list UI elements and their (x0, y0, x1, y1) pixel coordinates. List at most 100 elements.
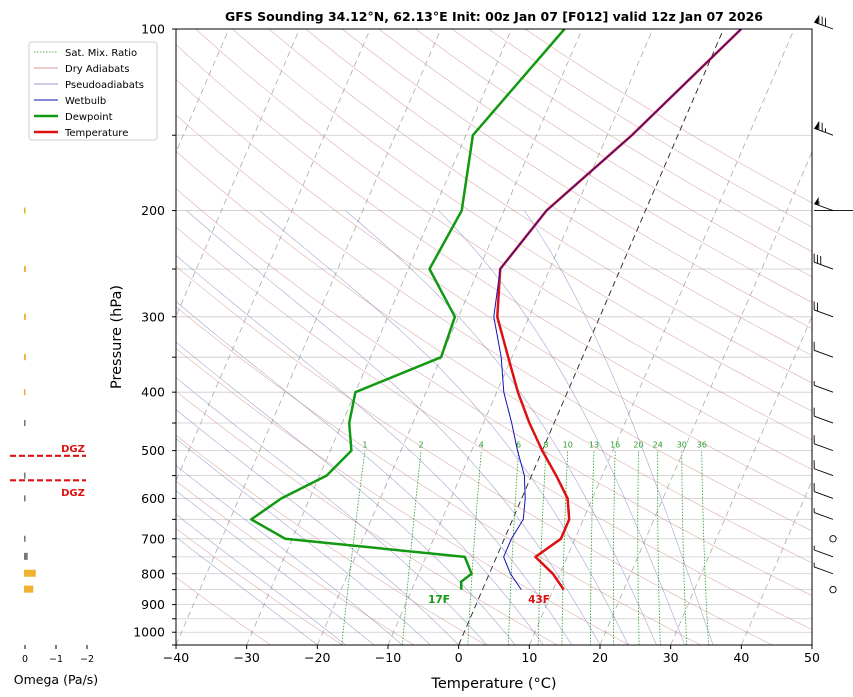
y-tick-label: 900 (141, 597, 165, 612)
wind-barb-flag (813, 407, 815, 417)
wind-barb-flag (821, 16, 823, 26)
y-tick-label: 500 (141, 443, 165, 458)
omega-tick-label: −2 (80, 654, 94, 665)
legend: Sat. Mix. Ratio Dry Adiabats Pseudoadiab… (28, 41, 158, 141)
isotherm (670, 315, 812, 645)
legend-label: Wetbulb (65, 96, 106, 107)
isotherm (528, 29, 795, 645)
wind-barb (813, 381, 834, 393)
dry-adiabat (176, 306, 701, 645)
wind-barb-flag (813, 483, 815, 492)
y-axis-label: Pressure (hPa) (109, 285, 125, 389)
pseudoadiabat (176, 438, 431, 645)
axes: −40 −30 −20 −10 0 10 20 30 40 50 100 200 300 400 500 60… (133, 22, 820, 666)
wind-barb-flag (813, 301, 815, 310)
dry-adiabat (378, 29, 812, 303)
wind-barb-calm (829, 535, 837, 543)
plot-frame (175, 28, 813, 646)
isotherm (0, 29, 17, 645)
wind-barb-pennant (814, 15, 819, 24)
wind-barb-flag (818, 121, 820, 131)
mixing-ratio-line (537, 450, 547, 645)
legend-label: Dry Adiabats (65, 64, 129, 75)
x-tick-label: 30 (663, 650, 679, 665)
legend-label: Temperature (64, 128, 128, 139)
isotherm (176, 29, 442, 645)
wind-barb (813, 435, 834, 452)
omega-tick-label: 0 (22, 654, 28, 665)
pseudoadiabat (176, 513, 346, 645)
y-tick-label: 1000 (133, 625, 165, 640)
dry-adiabat (176, 576, 271, 645)
mixing-ratio-line (701, 450, 709, 645)
isotherm (740, 479, 812, 645)
y-tick-label: 200 (141, 203, 165, 218)
wind-barbs (813, 15, 853, 594)
mixing-ratio-label: 4 (479, 441, 484, 450)
wind-barb (813, 301, 834, 318)
x-tick-label: 10 (521, 650, 537, 665)
y-tick-label: 700 (141, 531, 165, 546)
isotherm (316, 29, 583, 645)
wind-barb-staff (814, 203, 834, 212)
chart-title: GFS Sounding 34.12°N, 62.13°E Init: 00z … (225, 9, 763, 24)
wind-barb-staff (814, 349, 834, 358)
mixing-ratio-line (402, 450, 422, 645)
dgz-label-bottom: DGZ (61, 488, 85, 499)
omega-bar (24, 552, 28, 560)
mixing-ratio-label: 10 (563, 441, 573, 450)
wind-barb-flag (816, 302, 818, 312)
background-lines: 1 2 4 6 8 10 13 16 20 24 30 36 (0, 29, 812, 645)
mixing-ratio-label: 1 (362, 441, 367, 450)
mixing-ratio-label: 16 (610, 441, 620, 450)
wind-barb (813, 508, 834, 520)
isotherm (246, 29, 512, 645)
pseudoadiabat (176, 490, 375, 645)
wind-barb-halfflag (813, 381, 815, 386)
wind-barb-flag (820, 256, 822, 265)
wind-barb (813, 545, 834, 558)
wind-barb-staff (814, 415, 834, 424)
pseudoadiabat (176, 254, 572, 645)
mixing-ratio-line (637, 450, 640, 645)
mixing-ratio-label: 36 (697, 441, 707, 450)
mixing-ratio-label: 2 (419, 441, 424, 450)
legend-label: Sat. Mix. Ratio (65, 48, 137, 59)
omega-bar (24, 472, 26, 479)
pseudoadiabat (176, 301, 544, 645)
omega-bar (24, 420, 26, 427)
wind-barb-halfflag (813, 508, 815, 513)
series-line-temperature (496, 29, 743, 591)
wind-barb-pennant (814, 196, 819, 206)
dgz-label-top: DGZ (61, 444, 85, 455)
series-line-dewpoint (249, 29, 566, 590)
pseudoadiabat (186, 210, 601, 645)
zero-isotherm (458, 29, 724, 645)
wind-barb-staff (814, 468, 834, 477)
isotherm (599, 150, 812, 645)
dewpoint-surface-label: 17F (428, 594, 450, 606)
mixing-ratio-label: 20 (633, 441, 643, 450)
x-tick-label: 0 (455, 650, 463, 665)
wind-barb (814, 196, 834, 212)
wind-barb (813, 341, 834, 358)
wind-barb-flag (813, 253, 815, 263)
y-tick-label: 100 (141, 22, 165, 37)
dry-adiabat (415, 29, 812, 278)
mixing-ratio-label: 8 (543, 441, 548, 450)
dry-adiabat (176, 265, 773, 645)
wind-barb-halfflag (824, 128, 826, 133)
mixing-ratio-line (561, 450, 569, 645)
wind-barb-flag (813, 435, 815, 444)
omega-bar (24, 585, 34, 593)
wind-barb (814, 15, 834, 30)
wind-barb-staff (814, 309, 834, 318)
wind-barb-halfflag (813, 562, 815, 567)
isobar-gridlines (176, 28, 812, 646)
wind-barb-flag (813, 460, 815, 469)
pseudoadiabat (438, 210, 686, 645)
wind-barb (813, 407, 834, 424)
dry-adiabat (176, 528, 343, 645)
dry-adiabat (195, 29, 812, 441)
omega-bar (24, 207, 26, 214)
